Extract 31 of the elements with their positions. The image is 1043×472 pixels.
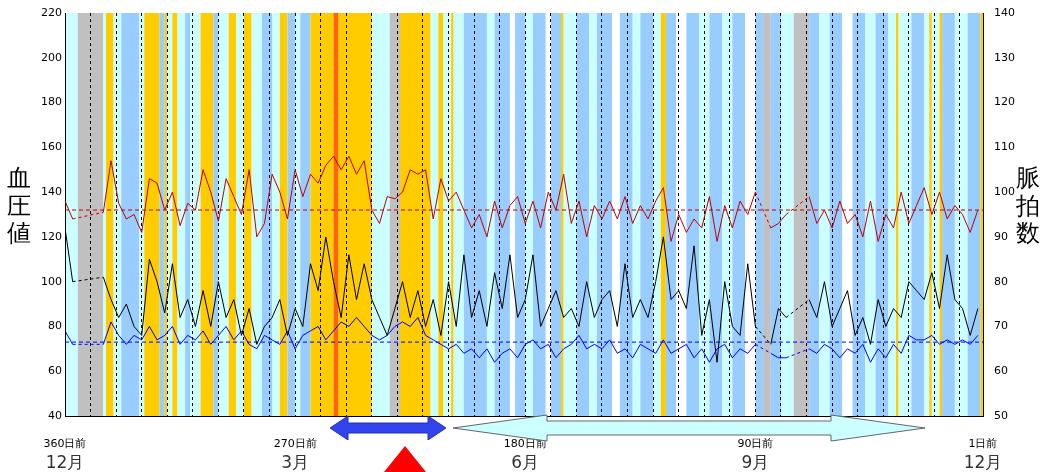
text: 12月 bbox=[45, 452, 85, 472]
x-tick-label: 360日前 bbox=[43, 437, 87, 451]
y-tick-label: 200 bbox=[41, 50, 62, 64]
y2-tick-label: 100 bbox=[994, 184, 1015, 198]
y2-tick-label: 110 bbox=[994, 140, 1015, 154]
y2-tick-label: 90 bbox=[994, 229, 1008, 243]
y2-tick-label: 130 bbox=[994, 50, 1015, 64]
y-tick-label: 180 bbox=[41, 95, 62, 109]
y-tick-label: 60 bbox=[48, 364, 62, 378]
text: 9月 bbox=[741, 452, 770, 472]
text: 6月 bbox=[511, 452, 540, 472]
text: 3月 bbox=[281, 452, 310, 472]
x-tick-label: 1日前 bbox=[968, 437, 998, 451]
y2-tick-label: 140 bbox=[994, 5, 1015, 19]
y-tick-label: 100 bbox=[41, 274, 62, 288]
x-tick-label: 270日前 bbox=[273, 437, 317, 451]
y-tick-label: 140 bbox=[41, 184, 62, 198]
y2-tick-label: 120 bbox=[994, 95, 1015, 109]
y-tick-label: 220 bbox=[41, 5, 62, 19]
y2-tick-label: 60 bbox=[994, 364, 1008, 378]
y2-axis-title: 脈拍数 bbox=[1015, 164, 1041, 248]
y2-tick-label: 50 bbox=[994, 408, 1008, 422]
y-tick-label: 120 bbox=[41, 229, 62, 243]
y-axis-title: 血圧値 bbox=[6, 164, 32, 248]
y2-tick-label: 70 bbox=[994, 319, 1008, 333]
y-tick-label: 160 bbox=[41, 140, 62, 154]
text: 12月 bbox=[963, 452, 1003, 472]
y2-tick-label: 80 bbox=[994, 274, 1008, 288]
y-tick-label: 80 bbox=[48, 319, 62, 333]
y-tick-label: 40 bbox=[48, 408, 62, 422]
x-tick-label: 90日前 bbox=[737, 437, 774, 451]
